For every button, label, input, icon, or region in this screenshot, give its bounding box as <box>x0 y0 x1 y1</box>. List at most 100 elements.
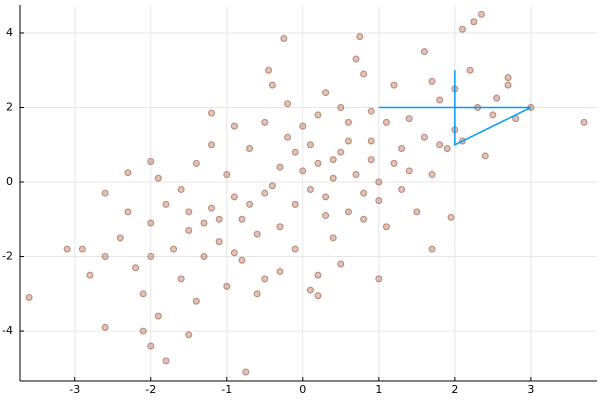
scatter-point <box>447 213 455 221</box>
scatter-point <box>420 48 428 56</box>
scatter-point <box>101 323 109 331</box>
scatter-point <box>154 312 162 320</box>
scatter-point <box>344 208 352 216</box>
scatter-point <box>78 245 86 253</box>
scatter-point <box>390 159 398 167</box>
x-tick-label: 3 <box>527 383 534 396</box>
scatter-point <box>284 133 292 141</box>
scatter-point <box>398 144 406 152</box>
scatter-point <box>382 118 390 126</box>
scatter-point <box>200 219 208 227</box>
scatter-point <box>360 215 368 223</box>
scatter-point <box>208 204 216 212</box>
line-series <box>378 70 532 146</box>
scatter-point <box>170 245 178 253</box>
scatter-point <box>177 275 185 283</box>
scatter-point <box>215 238 223 246</box>
scatter-point <box>367 107 375 115</box>
scatter-point <box>375 178 383 186</box>
scatter-point <box>352 171 360 179</box>
scatter-point <box>147 342 155 350</box>
scatter-point <box>375 197 383 205</box>
scatter-point <box>230 122 238 130</box>
scatter-point <box>344 118 352 126</box>
scatter-point <box>268 81 276 89</box>
scatter-point <box>504 74 512 82</box>
scatter-point <box>322 212 330 220</box>
scatter-point <box>360 189 368 197</box>
scatter-point <box>337 260 345 268</box>
scatter-point <box>284 100 292 108</box>
scatter-point <box>261 189 269 197</box>
scatter-point <box>116 234 124 242</box>
scatter-point <box>398 185 406 193</box>
scatter-point <box>360 70 368 78</box>
scatter-point <box>132 264 140 272</box>
scatter-point <box>242 368 250 376</box>
scatter-point <box>101 189 109 197</box>
x-tick-label: 2 <box>451 383 458 396</box>
scatter-point <box>405 115 413 123</box>
scatter-point <box>314 292 322 300</box>
scatter-point <box>192 297 200 305</box>
scatter-point <box>139 290 147 298</box>
scatter-point <box>375 275 383 283</box>
scatter-point <box>504 81 512 89</box>
scatter-point <box>291 245 299 253</box>
scatter-point <box>185 331 193 339</box>
scatter-point <box>337 103 345 111</box>
scatter-point <box>139 327 147 335</box>
scatter-point <box>223 171 231 179</box>
scatter-point <box>436 141 444 149</box>
scatter-point <box>208 141 216 149</box>
scatter-point <box>382 223 390 231</box>
scatter-point <box>147 253 155 261</box>
scatter-point <box>238 215 246 223</box>
x-tick-label: -2 <box>145 383 156 396</box>
scatter-point <box>162 357 170 365</box>
scatter-point <box>436 96 444 104</box>
scatter-point <box>154 174 162 182</box>
y-tick-label: -4 <box>2 324 13 337</box>
scatter-point <box>268 182 276 190</box>
scatter-point <box>322 89 330 97</box>
scatter-point <box>215 215 223 223</box>
x-tick-label: -3 <box>69 383 80 396</box>
scatter-point <box>428 77 436 85</box>
scatter-point <box>306 286 314 294</box>
scatter-point <box>246 200 254 208</box>
scatter-point <box>367 137 375 145</box>
scatter-point <box>86 271 94 279</box>
x-tick-label: -1 <box>221 383 232 396</box>
scatter-point <box>428 171 436 179</box>
scatter-point <box>314 111 322 119</box>
x-tick-label: 0 <box>299 383 306 396</box>
scatter-point <box>493 94 501 102</box>
scatter-point <box>25 294 33 302</box>
scatter-point <box>329 234 337 242</box>
scatter-point <box>356 33 364 41</box>
scatter-point <box>314 159 322 167</box>
scatter-point <box>481 152 489 160</box>
scatter-point <box>124 208 132 216</box>
scatter-point <box>337 148 345 156</box>
scatter-point <box>246 144 254 152</box>
scatter-point <box>223 282 231 290</box>
scatter-point <box>261 275 269 283</box>
scatter-point <box>147 219 155 227</box>
y-tick-label: -2 <box>2 250 13 263</box>
scatter-point <box>253 230 261 238</box>
scatter-point <box>477 10 485 18</box>
scatter-point <box>306 185 314 193</box>
scatter-point <box>489 111 497 119</box>
scatter-point <box>291 148 299 156</box>
scatter-point <box>291 200 299 208</box>
scatter-point <box>466 66 474 74</box>
scatter-point <box>177 185 185 193</box>
scatter-point <box>580 118 588 126</box>
scatter-point <box>101 253 109 261</box>
scatter-point <box>276 163 284 171</box>
x-tick-label: 1 <box>375 383 382 396</box>
scatter-point <box>428 245 436 253</box>
